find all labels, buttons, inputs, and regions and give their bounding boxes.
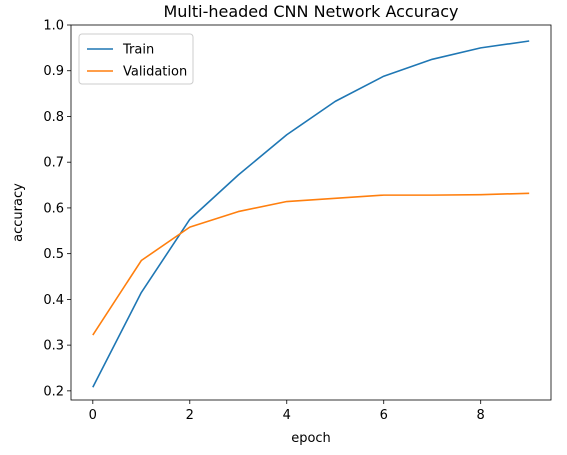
y-tick-label: 0.3 [43, 339, 64, 354]
chart-title: Multi-headed CNN Network Accuracy [163, 2, 458, 21]
legend-label-validation: Validation [123, 65, 187, 80]
y-tick-label: 0.7 [43, 156, 64, 171]
y-tick-label: 0.5 [43, 247, 64, 262]
y-tick-label: 0.4 [43, 293, 64, 308]
y-tick-label: 0.6 [43, 201, 64, 216]
x-tick-label: 6 [380, 408, 388, 423]
series-line-validation [92, 192, 530, 336]
x-tick-label: 2 [186, 408, 194, 423]
x-tick-label: 8 [477, 408, 485, 423]
y-tick-label: 0.2 [43, 384, 64, 399]
plot-area-frame [70, 24, 552, 401]
x-tick-label: 0 [89, 408, 97, 423]
x-tick-label: 4 [283, 408, 291, 423]
x-axis-ticks: 0 2 4 6 8 [89, 400, 485, 423]
y-tick-label: 1.0 [43, 19, 64, 34]
series-line-train [92, 40, 530, 388]
legend-label-train: Train [122, 43, 154, 58]
series-lines [92, 40, 530, 388]
x-axis-label: epoch [291, 431, 331, 446]
y-tick-label: 0.8 [43, 110, 64, 125]
y-axis-ticks: 0.2 0.3 0.4 0.5 0.6 0.7 0.8 0.9 1.0 [43, 19, 71, 399]
y-tick-label: 0.9 [43, 64, 64, 79]
y-axis-label: accuracy [11, 183, 26, 242]
legend: Train Validation [78, 33, 194, 85]
